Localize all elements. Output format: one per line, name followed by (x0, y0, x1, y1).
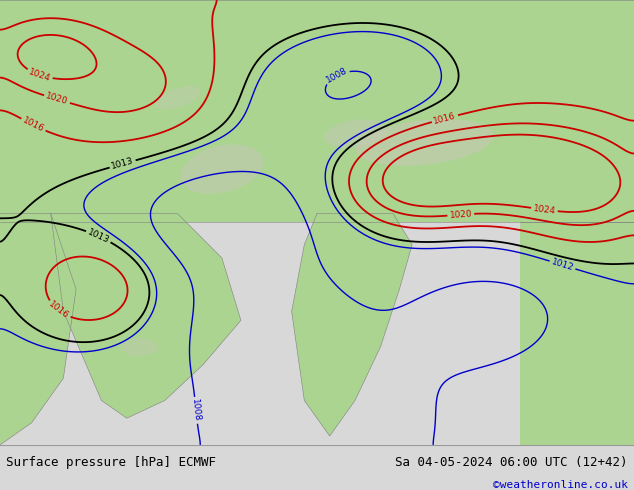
Polygon shape (520, 222, 634, 445)
Text: 1024: 1024 (27, 67, 52, 83)
Text: 1008: 1008 (325, 66, 349, 85)
Text: ©weatheronline.co.uk: ©weatheronline.co.uk (493, 480, 628, 490)
Text: 1016: 1016 (21, 116, 46, 134)
Text: 1020: 1020 (449, 209, 472, 220)
Polygon shape (51, 214, 241, 418)
Text: Surface pressure [hPa] ECMWF: Surface pressure [hPa] ECMWF (6, 456, 216, 468)
Ellipse shape (120, 338, 158, 356)
Ellipse shape (180, 144, 264, 194)
Text: 1024: 1024 (533, 204, 556, 216)
Text: Sa 04-05-2024 06:00 UTC (12+42): Sa 04-05-2024 06:00 UTC (12+42) (395, 456, 628, 468)
Text: 1008: 1008 (190, 398, 202, 422)
Ellipse shape (155, 86, 200, 110)
Text: 1020: 1020 (45, 92, 69, 107)
Text: 1013: 1013 (110, 156, 135, 172)
Ellipse shape (324, 120, 386, 147)
Text: 1013: 1013 (86, 227, 111, 245)
Polygon shape (0, 214, 76, 445)
Text: 1012: 1012 (550, 257, 575, 272)
Polygon shape (292, 214, 412, 436)
Ellipse shape (356, 119, 494, 166)
Text: 1016: 1016 (47, 300, 70, 321)
Polygon shape (0, 0, 634, 222)
Text: 1016: 1016 (432, 111, 457, 126)
